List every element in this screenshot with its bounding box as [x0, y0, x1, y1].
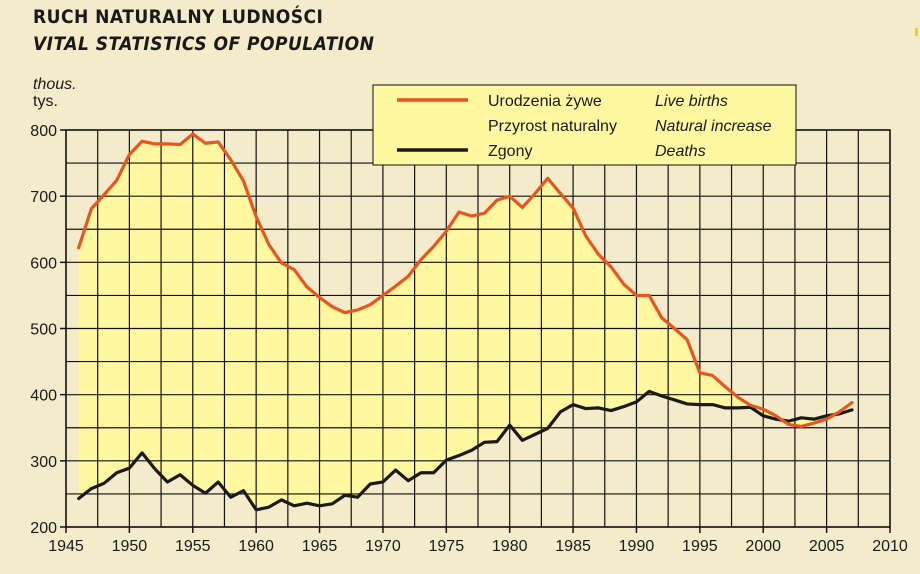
x-tick-label: 1985	[555, 538, 591, 555]
legend-label-pl: Zgony	[488, 143, 532, 160]
natural-increase-area	[78, 133, 852, 510]
x-tick-label: 1980	[492, 538, 528, 555]
y-tick-label: 600	[30, 255, 57, 272]
y-tick-label: 500	[30, 322, 57, 339]
x-tick-label: 1945	[48, 538, 84, 555]
legend-label-en: Natural increase	[655, 118, 772, 135]
x-tick-label: 1950	[112, 538, 148, 555]
x-tick-label: 2005	[809, 538, 845, 555]
x-tick-label: 2010	[872, 538, 908, 555]
series-lines	[77, 132, 854, 512]
y-unit-label-en: thous.	[33, 76, 77, 93]
x-tick-label: 1955	[175, 538, 211, 555]
x-tick-label: 1960	[238, 538, 274, 555]
legend-label-en: Deaths	[655, 143, 706, 160]
legend-label-pl: Przyrost naturalny	[488, 118, 617, 135]
x-tick-label: 1965	[302, 538, 338, 555]
x-tick-label: 2000	[745, 538, 781, 555]
x-tick-label: 1995	[682, 538, 718, 555]
x-tick-label: 1990	[619, 538, 655, 555]
legend: Urodzenia żywe Live births Przyrost natura…	[372, 84, 797, 166]
y-tick-label: 800	[30, 123, 57, 140]
natural-increase-fill	[78, 133, 852, 510]
y-tick-label: 200	[30, 520, 57, 537]
x-tick-label: 1975	[429, 538, 465, 555]
chart-subtitle: VITAL STATISTICS OF POPULATION	[33, 33, 375, 55]
deaths-line	[77, 389, 854, 512]
y-tick-label: 400	[30, 388, 57, 405]
chart-title: RUCH NATURALNY LUDNOŚCI	[33, 6, 324, 28]
x-tick-label: 1970	[365, 538, 401, 555]
y-unit-label-pl: tys.	[33, 93, 58, 110]
legend-label-pl: Urodzenia żywe	[488, 93, 602, 110]
y-tick-label: 700	[30, 189, 57, 206]
live-births-line	[77, 132, 854, 429]
legend-label-en: Live births	[655, 93, 728, 110]
y-tick-label: 300	[30, 454, 57, 471]
corner-marker	[915, 28, 918, 36]
